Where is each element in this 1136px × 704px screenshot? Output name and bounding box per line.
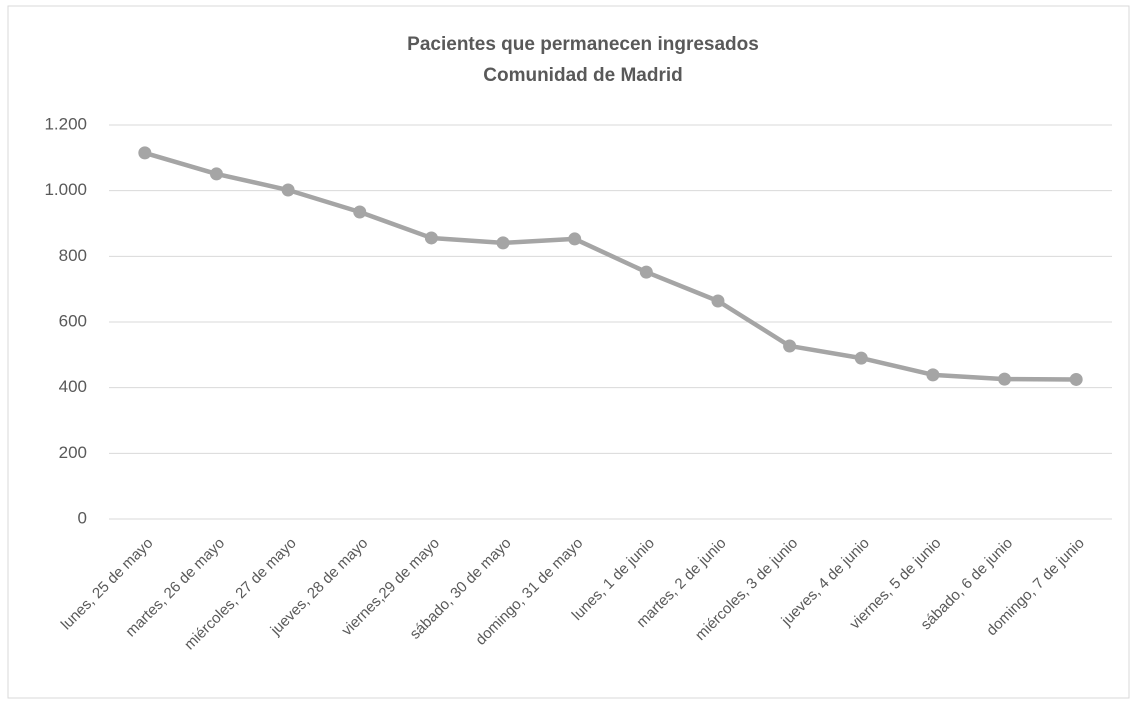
marker: [711, 294, 725, 308]
marker: [138, 146, 152, 160]
marker: [424, 231, 438, 245]
marker: [926, 368, 940, 382]
marker: [998, 372, 1012, 386]
marker: [568, 232, 582, 246]
marker: [209, 167, 223, 181]
y-tick-label: 1.000: [44, 180, 87, 199]
y-tick-label: 400: [59, 377, 87, 396]
marker: [1069, 372, 1083, 386]
marker: [783, 339, 797, 353]
line: [144, 150, 1077, 382]
chart-subtitle: Comunidad de Madrid: [483, 65, 683, 86]
y-tick-label: 600: [59, 311, 87, 330]
chart-border: [7, 5, 1130, 699]
chart-title: Pacientes que permanecen ingresados: [407, 34, 759, 55]
y-tick-label: 200: [59, 443, 87, 462]
marker: [281, 183, 295, 197]
y-tick-label: 0: [78, 508, 87, 527]
y-tick-label: 800: [59, 246, 87, 265]
marker: [639, 265, 653, 279]
y-tick-label: 1.200: [44, 114, 87, 133]
marker: [353, 205, 367, 219]
marker: [854, 351, 868, 365]
marker: [496, 236, 510, 250]
